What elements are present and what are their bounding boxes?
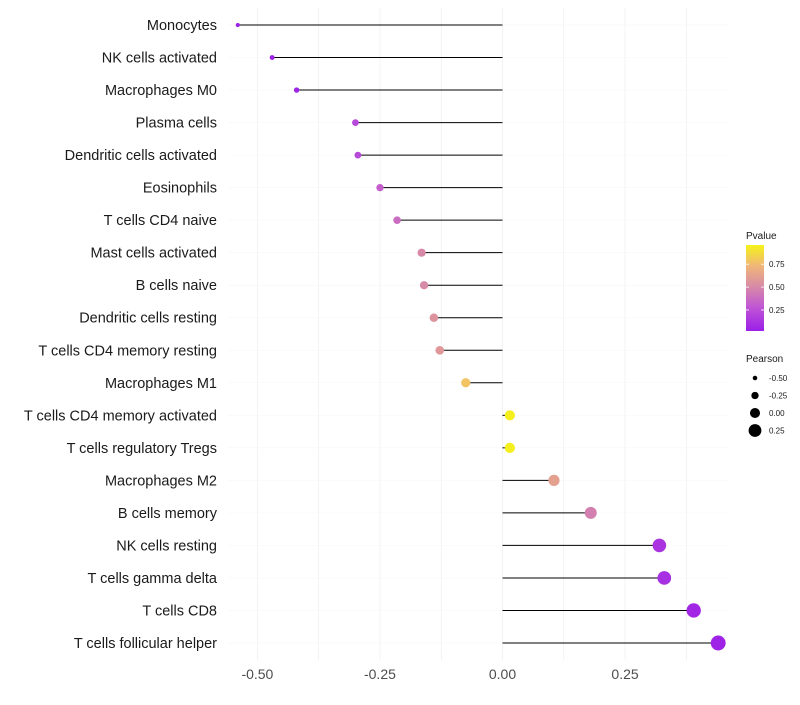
category-label: Plasma cells	[136, 116, 217, 132]
grid-layer	[228, 8, 728, 660]
size-legend-key	[749, 407, 761, 419]
pvalue-legend-title: Pvalue	[746, 231, 777, 242]
category-label: B cells memory	[118, 506, 218, 522]
lollipop-point	[235, 22, 240, 28]
size-legend-key	[751, 391, 759, 400]
stem-layer	[237, 24, 719, 644]
category-label: T cells CD4 memory activated	[24, 408, 217, 424]
lollipop-point	[652, 538, 667, 553]
lollipop-point	[435, 345, 445, 355]
colorbar-tick-label: 0.25	[769, 306, 785, 315]
size-legend-label: 0.00	[769, 409, 785, 418]
category-label: T cells CD4 memory resting	[38, 343, 217, 359]
pearson-legend: Pearson -0.50 -0.25 0.00 0.25	[746, 354, 788, 437]
category-label: Dendritic cells resting	[79, 311, 217, 327]
pvalue-colorbar	[746, 245, 764, 331]
category-label: Macrophages M0	[105, 83, 217, 99]
category-label: NK cells resting	[116, 538, 217, 554]
colorbar-tick-label: 0.75	[769, 260, 785, 269]
lollipop-point	[417, 248, 426, 257]
lollipop-point	[293, 87, 300, 93]
category-label: NK cells activated	[102, 51, 217, 67]
size-legend-key	[752, 375, 758, 381]
lollipop-point	[504, 442, 515, 453]
size-legend-key	[748, 424, 762, 437]
colorbar-tick-label: 0.50	[769, 283, 785, 292]
lollipop-point	[686, 603, 701, 618]
size-legend-label: -0.50	[769, 374, 788, 383]
lollipop-point	[376, 183, 384, 192]
lollipop-point	[352, 119, 359, 126]
lollipop-point	[657, 571, 672, 585]
lollipop-point	[548, 474, 560, 486]
lollipop-point	[710, 635, 726, 651]
x-tick-label: 0.25	[611, 666, 638, 682]
pearson-legend-title: Pearson	[746, 354, 783, 365]
category-label: Eosinophils	[143, 181, 217, 197]
x-tick-label: 0.00	[489, 666, 516, 682]
category-label: Mast cells activated	[90, 246, 217, 262]
size-legend-label: 0.25	[769, 427, 785, 436]
pvalue-legend: Pvalue 0.75 0.50 0.25	[746, 231, 785, 331]
category-label: Dendritic cells activated	[65, 148, 217, 164]
lollipop-point	[584, 506, 597, 519]
x-tick-label: -0.25	[364, 666, 396, 682]
lollipop-point	[393, 216, 401, 224]
category-label: Monocytes	[147, 18, 217, 34]
category-label: T cells follicular helper	[74, 636, 217, 652]
category-label: T cells regulatory Tregs	[67, 441, 217, 457]
size-legend-label: -0.25	[769, 392, 788, 401]
category-labels: Monocytes NK cells activated Macrophages M…	[24, 18, 218, 652]
category-label: Macrophages M1	[105, 376, 217, 392]
lollipop-point	[429, 313, 439, 322]
point-layer	[235, 22, 726, 651]
lollipop-point	[354, 151, 362, 159]
lollipop-point	[419, 281, 429, 290]
category-label: T cells CD8	[142, 603, 217, 619]
x-tick-label: -0.50	[241, 666, 273, 682]
x-axis-tick-labels: -0.50 -0.25 0.00 0.25	[241, 666, 638, 682]
category-label: T cells gamma delta	[88, 571, 218, 587]
lollipop-point	[269, 55, 275, 60]
category-label: Macrophages M2	[105, 473, 217, 489]
lollipop-point	[461, 378, 471, 388]
lollipop-point	[504, 410, 515, 421]
category-label: B cells naive	[136, 278, 217, 294]
category-label: T cells CD4 naive	[104, 213, 217, 229]
